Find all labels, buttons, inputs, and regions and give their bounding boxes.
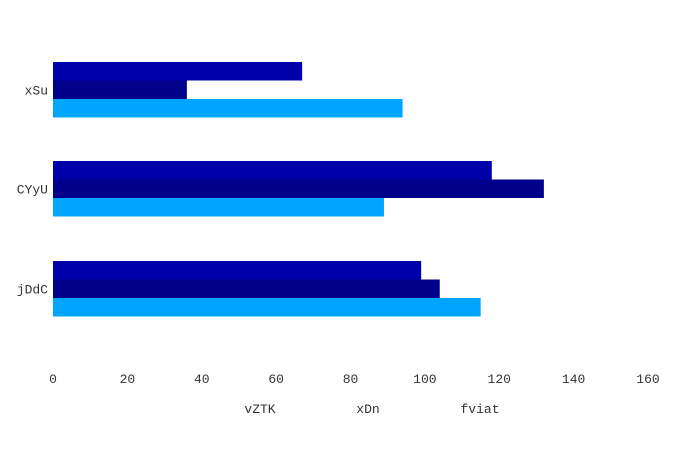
bar-vztk-xsu: [53, 62, 303, 81]
bars-group: [53, 62, 544, 317]
legend-label-xdn: xDn: [356, 402, 379, 417]
category-label-cyyu: CYyU: [17, 182, 48, 197]
category-label-jddc: jDdC: [17, 282, 48, 297]
x-axis-tick-labels: 0 20 40 60 80 100 120 140 160: [49, 372, 660, 387]
x-tick-label-160: 160: [636, 372, 659, 387]
x-tick-label-20: 20: [120, 372, 136, 387]
bar-xdn-xsu: [53, 80, 187, 99]
x-tick-label-60: 60: [268, 372, 284, 387]
bar-fviat-jddc: [53, 298, 481, 317]
x-tick-label-0: 0: [49, 372, 57, 387]
bar-xdn-jddc: [53, 279, 440, 298]
x-tick-label-140: 140: [562, 372, 585, 387]
bar-fviat-cyyu: [53, 198, 384, 217]
category-label-xsu: xSu: [25, 83, 48, 98]
category-labels: xSu CYyU jDdC: [17, 83, 48, 297]
x-tick-label-120: 120: [488, 372, 511, 387]
bar-fviat-xsu: [53, 99, 403, 118]
x-tick-label-80: 80: [343, 372, 359, 387]
legend-label-vztk: vZTK: [244, 402, 275, 417]
bar-vztk-cyyu: [53, 161, 492, 180]
x-tick-label-40: 40: [194, 372, 210, 387]
bar-vztk-jddc: [53, 261, 422, 280]
legend-label-fviat: fviat: [460, 402, 499, 417]
bar-xdn-cyyu: [53, 179, 544, 198]
x-tick-label-100: 100: [413, 372, 436, 387]
legend: vZTK xDn fviat: [244, 402, 499, 417]
